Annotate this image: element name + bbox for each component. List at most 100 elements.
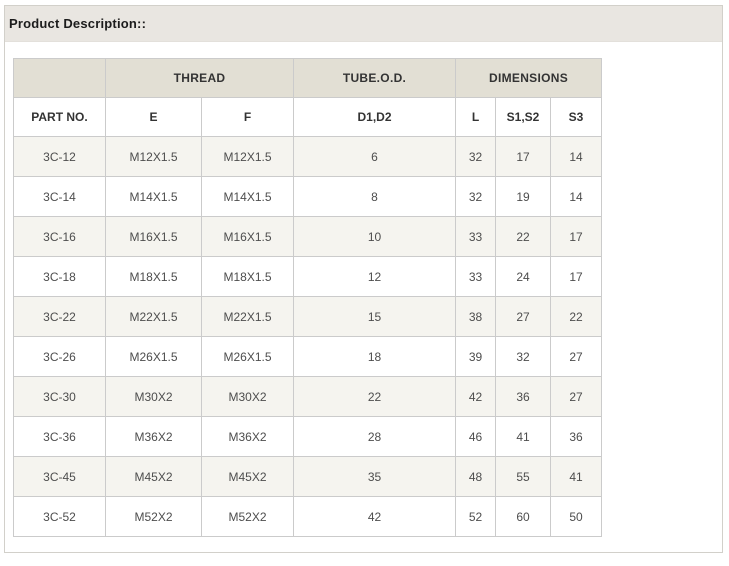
spec-value-cell: 12: [293, 256, 456, 297]
spec-value-cell: 22: [293, 376, 456, 417]
part-no-cell: 3C-36: [13, 416, 106, 457]
spec-value-cell: M30X2: [105, 376, 202, 417]
spec-value-cell: M16X1.5: [105, 216, 202, 257]
spec-value-cell: M26X1.5: [105, 336, 202, 377]
spec-value-cell: M18X1.5: [201, 256, 294, 297]
spec-value-cell: 22: [549, 296, 603, 337]
part-no-cell: 3C-45: [13, 456, 106, 497]
column-header-cell: F: [201, 97, 294, 137]
column-header-cell: S1,S2: [495, 97, 551, 137]
table-row: 3C-14 M14X1.5 M14X1.5 8 32 19 14: [13, 176, 603, 217]
spec-value-cell: 22: [495, 216, 551, 257]
table-row: 3C-16 M16X1.5 M16X1.5 10 33 22 17: [13, 216, 603, 257]
spec-value-cell: M45X2: [201, 456, 294, 497]
table-row: 3C-45 M45X2 M45X2 35 48 55 41: [13, 456, 603, 497]
spec-value-cell: M14X1.5: [201, 176, 294, 217]
product-description-panel: Product Description:: THREAD TUBE.O.D. DIM…: [4, 5, 723, 553]
spec-value-cell: 36: [495, 376, 551, 417]
table-row: 3C-52 M52X2 M52X2 42 52 60 50: [13, 496, 603, 537]
column-header-cell: L: [455, 97, 496, 137]
spec-value-cell: M12X1.5: [201, 136, 294, 177]
spec-value-cell: M36X2: [201, 416, 294, 457]
spec-value-cell: M22X1.5: [105, 296, 202, 337]
spec-value-cell: 33: [455, 256, 496, 297]
spec-value-cell: 60: [495, 496, 551, 537]
spec-value-cell: 32: [455, 176, 496, 217]
part-no-cell: 3C-52: [13, 496, 106, 537]
spec-value-cell: 24: [495, 256, 551, 297]
part-no-cell: 3C-12: [13, 136, 106, 177]
spec-value-cell: M30X2: [201, 376, 294, 417]
spec-value-cell: M52X2: [105, 496, 202, 537]
spec-value-cell: M14X1.5: [105, 176, 202, 217]
column-header-cell: E: [105, 97, 202, 137]
spec-value-cell: 8: [293, 176, 456, 217]
product-spec-table: THREAD TUBE.O.D. DIMENSIONS PART NO. E F D1,D…: [13, 58, 603, 537]
spec-value-cell: 19: [495, 176, 551, 217]
part-no-cell: 3C-16: [13, 216, 106, 257]
spec-value-cell: 14: [549, 176, 603, 217]
header-group-cell: DIMENSIONS: [454, 58, 603, 98]
header-group-row: THREAD TUBE.O.D. DIMENSIONS: [13, 58, 603, 98]
spec-value-cell: 55: [495, 456, 551, 497]
table-row: 3C-26 M26X1.5 M26X1.5 18 39 32 27: [13, 336, 603, 377]
spec-value-cell: 32: [495, 336, 551, 377]
table-row: 3C-12 M12X1.5 M12X1.5 6 32 17 14: [13, 136, 603, 177]
spec-value-cell: M18X1.5: [105, 256, 202, 297]
spec-value-cell: 42: [455, 376, 496, 417]
spec-value-cell: M22X1.5: [201, 296, 294, 337]
spec-value-cell: 36: [549, 416, 603, 457]
part-no-cell: 3C-22: [13, 296, 106, 337]
section-title-bar: Product Description::: [5, 6, 722, 42]
table-row: 3C-36 M36X2 M36X2 28 46 41 36: [13, 416, 603, 457]
spec-value-cell: M52X2: [201, 496, 294, 537]
spec-value-cell: 17: [549, 216, 603, 257]
spec-value-cell: 41: [549, 456, 603, 497]
spec-value-cell: M16X1.5: [201, 216, 294, 257]
spec-value-cell: 52: [455, 496, 496, 537]
spec-value-cell: 46: [455, 416, 496, 457]
spec-value-cell: 6: [293, 136, 456, 177]
header-group-cell: [13, 58, 106, 98]
spec-value-cell: M36X2: [105, 416, 202, 457]
table-row: 3C-30 M30X2 M30X2 22 42 36 27: [13, 376, 603, 417]
part-no-cell: 3C-30: [13, 376, 106, 417]
spec-value-cell: 17: [549, 256, 603, 297]
header-group-cell: TUBE.O.D.: [293, 58, 456, 98]
spec-value-cell: 42: [293, 496, 456, 537]
column-header-cell: PART NO.: [13, 97, 106, 137]
spec-value-cell: 27: [495, 296, 551, 337]
spec-value-cell: 28: [293, 416, 456, 457]
spec-value-cell: M26X1.5: [201, 336, 294, 377]
spec-value-cell: 14: [549, 136, 603, 177]
header-group-cell: THREAD: [105, 58, 294, 98]
spec-value-cell: 32: [455, 136, 496, 177]
spec-value-cell: 17: [495, 136, 551, 177]
section-content: THREAD TUBE.O.D. DIMENSIONS PART NO. E F D1,D…: [5, 42, 722, 545]
spec-value-cell: 15: [293, 296, 456, 337]
column-header-row: PART NO. E F D1,D2 L S1,S2 S3: [13, 97, 603, 137]
spec-value-cell: 35: [293, 456, 456, 497]
spec-value-cell: M45X2: [105, 456, 202, 497]
spec-value-cell: 48: [455, 456, 496, 497]
part-no-cell: 3C-26: [13, 336, 106, 377]
table-row: 3C-22 M22X1.5 M22X1.5 15 38 27 22: [13, 296, 603, 337]
part-no-cell: 3C-14: [13, 176, 106, 217]
spec-value-cell: 39: [455, 336, 496, 377]
spec-value-cell: 27: [549, 376, 603, 417]
column-header-cell: S3: [549, 97, 603, 137]
spec-value-cell: M12X1.5: [105, 136, 202, 177]
spec-value-cell: 41: [495, 416, 551, 457]
spec-value-cell: 10: [293, 216, 456, 257]
part-no-cell: 3C-18: [13, 256, 106, 297]
spec-value-cell: 18: [293, 336, 456, 377]
spec-value-cell: 27: [549, 336, 603, 377]
spec-value-cell: 33: [455, 216, 496, 257]
table-row: 3C-18 M18X1.5 M18X1.5 12 33 24 17: [13, 256, 603, 297]
spec-value-cell: 38: [455, 296, 496, 337]
section-title: Product Description::: [9, 16, 147, 31]
spec-value-cell: 50: [549, 496, 603, 537]
column-header-cell: D1,D2: [293, 97, 456, 137]
table-body: 3C-12 M12X1.5 M12X1.5 6 32 17 14 3C-14 M14X1.5 M1…: [13, 136, 603, 537]
